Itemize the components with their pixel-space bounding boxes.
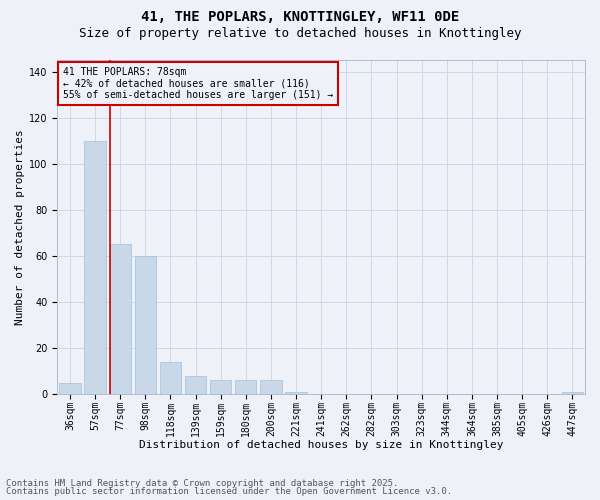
Text: Size of property relative to detached houses in Knottingley: Size of property relative to detached ho…: [79, 28, 521, 40]
Bar: [235, 380, 256, 394]
Bar: [134, 256, 156, 394]
Y-axis label: Number of detached properties: Number of detached properties: [15, 130, 25, 325]
Bar: [562, 392, 583, 394]
Bar: [85, 140, 106, 394]
Bar: [59, 383, 80, 394]
Bar: [160, 362, 181, 394]
Text: 41 THE POPLARS: 78sqm
← 42% of detached houses are smaller (116)
55% of semi-det: 41 THE POPLARS: 78sqm ← 42% of detached …: [62, 66, 333, 100]
Bar: [286, 392, 307, 394]
X-axis label: Distribution of detached houses by size in Knottingley: Distribution of detached houses by size …: [139, 440, 503, 450]
Text: 41, THE POPLARS, KNOTTINGLEY, WF11 0DE: 41, THE POPLARS, KNOTTINGLEY, WF11 0DE: [141, 10, 459, 24]
Bar: [110, 244, 131, 394]
Bar: [260, 380, 281, 394]
Text: Contains public sector information licensed under the Open Government Licence v3: Contains public sector information licen…: [6, 488, 452, 496]
Bar: [185, 376, 206, 394]
Text: Contains HM Land Registry data © Crown copyright and database right 2025.: Contains HM Land Registry data © Crown c…: [6, 478, 398, 488]
Bar: [210, 380, 232, 394]
